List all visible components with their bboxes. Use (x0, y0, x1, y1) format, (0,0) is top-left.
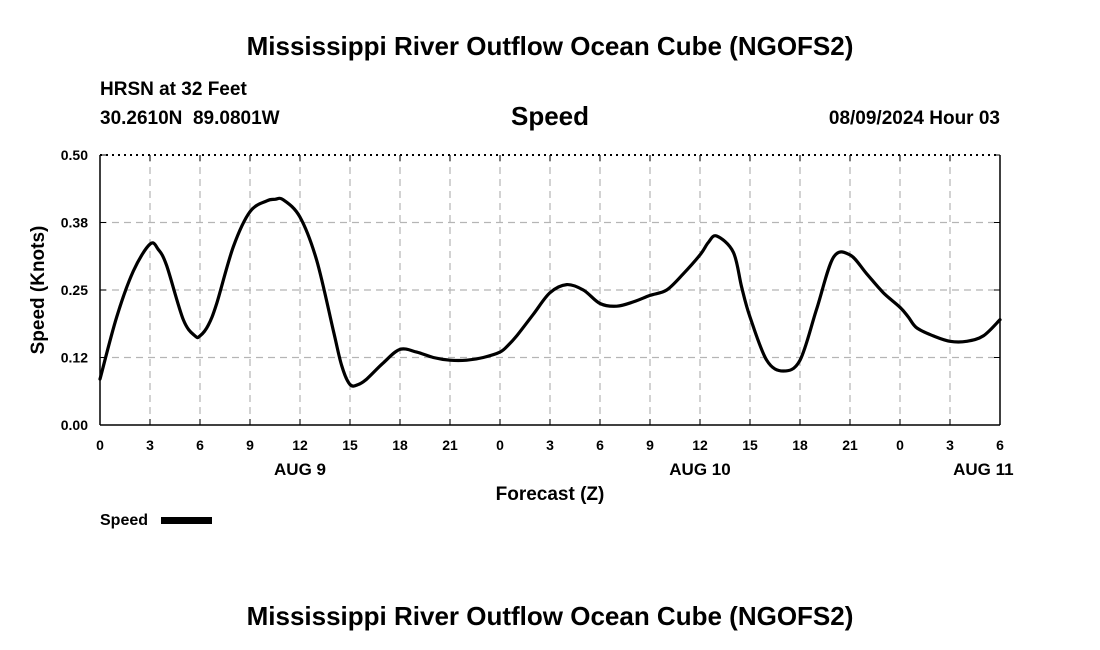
x-tick-label: 3 (546, 437, 554, 453)
x-tick-label: 21 (442, 437, 458, 453)
y-tick-label: 0.38 (61, 215, 88, 231)
y-tick-label: 0.00 (61, 417, 88, 433)
day-label: AUG 9 (274, 460, 326, 479)
plot-area: 0 3 6 9 12 15 18 21 0 3 6 9 12 15 18 21 0 3 6 0.00 0.12 0.25 0… (61, 147, 1014, 479)
x-tick-label: 18 (392, 437, 408, 453)
x-axis-label: Forecast (Z) (496, 484, 605, 505)
legend-swatch (161, 517, 212, 524)
coordinates-label: 30.2610N 89.0801W (100, 108, 280, 129)
day-label: AUG 10 (669, 460, 730, 479)
x-tick-label: 15 (342, 437, 358, 453)
page-title: Mississippi River Outflow Ocean Cube (NG… (247, 31, 854, 61)
day-label: AUG 11 (953, 460, 1013, 479)
forecast-datetime: 08/09/2024 Hour 03 (829, 108, 1000, 129)
x-tick-label: 6 (196, 437, 204, 453)
x-tick-label: 9 (246, 437, 254, 453)
y-tick-label: 0.12 (61, 350, 88, 366)
x-tick-label: 12 (692, 437, 708, 453)
x-tick-label: 3 (946, 437, 954, 453)
station-label: HRSN at 32 Feet (100, 79, 247, 100)
x-tick-label: 21 (842, 437, 858, 453)
x-tick-label: 15 (742, 437, 758, 453)
x-tick-label: 3 (146, 437, 154, 453)
legend: Speed (100, 512, 212, 529)
x-tick-label: 12 (292, 437, 308, 453)
footer-title: Mississippi River Outflow Ocean Cube (NG… (247, 601, 854, 631)
y-tick-label: 0.50 (61, 147, 88, 163)
y-tick-label: 0.25 (61, 282, 88, 298)
x-tick-label: 0 (496, 437, 504, 453)
x-tick-label: 18 (792, 437, 808, 453)
legend-label: Speed (100, 512, 148, 529)
speed-series-line (98, 196, 1002, 388)
variable-title: Speed (511, 101, 589, 131)
x-tick-label: 6 (596, 437, 604, 453)
x-tick-label: 6 (996, 437, 1004, 453)
x-tick-label: 0 (896, 437, 904, 453)
x-tick-label: 0 (96, 437, 104, 453)
x-tick-label: 9 (646, 437, 654, 453)
y-axis-label: Speed (Knots) (28, 226, 49, 355)
